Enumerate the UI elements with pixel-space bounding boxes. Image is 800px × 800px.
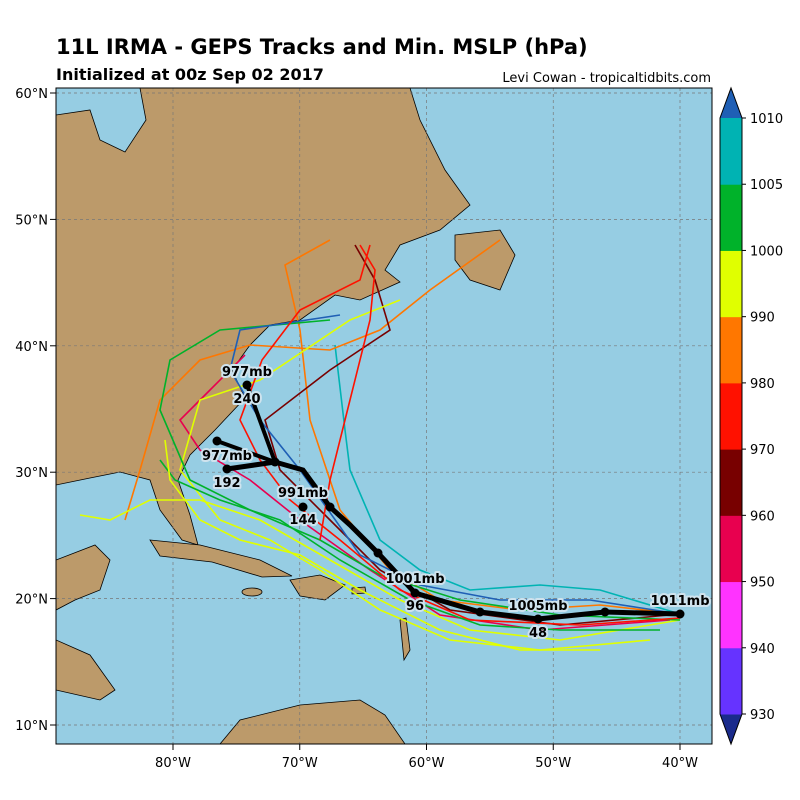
pressure-label: 991mb [278, 486, 328, 501]
track [164, 439, 600, 651]
grid [56, 88, 712, 744]
map-frame [55, 87, 713, 745]
track [124, 239, 501, 521]
colorbar-segment [720, 250, 742, 318]
colorbar-label: 960 [750, 509, 775, 524]
track-point [325, 502, 335, 512]
track-point [242, 380, 252, 390]
track-point [222, 464, 232, 474]
colorbar-segment [720, 449, 742, 516]
subtitle: Initialized at 00z Sep 02 2017 [56, 65, 324, 84]
colorbar-label: 980 [750, 377, 775, 392]
lon-label: 80°W [155, 756, 191, 771]
track [334, 344, 681, 615]
pressure-label: 1001mb [385, 572, 444, 587]
pressure-label: 1005mb [508, 599, 567, 614]
colorbar-label: 940 [750, 642, 775, 657]
pressure-label: 1011mb [650, 594, 709, 609]
track [79, 499, 681, 641]
lat-label: 10°N [15, 719, 48, 734]
track [179, 299, 651, 651]
colorbar-label: 1010 [750, 112, 783, 127]
mean-track-line [245, 384, 277, 463]
track-point [373, 548, 383, 558]
track-point [475, 607, 485, 617]
colorbar-extend [720, 714, 742, 744]
track [178, 354, 671, 631]
lon-label: 60°W [409, 756, 445, 771]
hour-label: 144 [289, 513, 316, 528]
mean-track: 1011mb 1005mb 1001mb 991mb 977mb 977mb 48 96 144… [200, 363, 712, 643]
colorbar: 930 940 950 960 970 980 990 1000 1005 1010 [719, 86, 783, 746]
colorbar-label: 950 [750, 576, 775, 591]
colorbar-label: 970 [750, 443, 775, 458]
track [239, 244, 681, 626]
lat-label: 60°N [15, 87, 48, 102]
hour-label: 240 [233, 392, 260, 407]
track [319, 244, 376, 541]
lon-label: 40°W [662, 756, 698, 771]
colorbar-segment [720, 184, 742, 251]
colorbar-segment [720, 118, 742, 185]
colorbar-label: 930 [750, 708, 775, 723]
ensemble-tracks [79, 239, 681, 651]
lat-label: 20°N [15, 593, 48, 608]
colorbar-segment [720, 515, 742, 583]
track-point [600, 607, 610, 617]
colorbar-segment [720, 647, 742, 715]
colorbar-segment [720, 382, 742, 450]
hour-label: 48 [529, 626, 547, 641]
colorbar-label: 990 [750, 311, 775, 326]
colorbar-extend [720, 88, 742, 118]
credit: Levi Cowan - tropicaltidbits.com [502, 71, 711, 86]
track [159, 459, 660, 631]
colorbar-label: 1005 [750, 178, 783, 193]
track-point [533, 614, 543, 624]
lat-label: 30°N [15, 466, 48, 481]
mean-track-line [216, 439, 276, 464]
colorbar-segment [720, 316, 742, 384]
track-point [298, 502, 308, 512]
axes: 60°N 50°N 40°N 30°N 20°N 10°N 80°W 70°W 60°W 50°W… [15, 87, 698, 771]
lon-label: 50°W [535, 756, 571, 771]
colorbar-segment [720, 581, 742, 649]
pressure-label: 977mb [222, 365, 272, 380]
map: 1011mb 1005mb 1001mb 991mb 977mb 977mb 48 96 144… [56, 88, 712, 744]
title: 11L IRMA - GEPS Tracks and Min. MSLP (hP… [56, 35, 588, 59]
lat-label: 50°N [15, 213, 48, 228]
hour-label: 96 [406, 599, 424, 614]
pressure-label: 977mb [202, 449, 252, 464]
track [229, 314, 681, 615]
lon-label: 70°W [282, 756, 318, 771]
track-point [270, 457, 280, 467]
colorbar-label: 1000 [750, 244, 783, 259]
hour-label: 192 [213, 476, 240, 491]
track-point [675, 609, 685, 619]
land [56, 88, 516, 744]
track-point [410, 588, 420, 598]
track-point [212, 436, 222, 446]
lat-label: 40°N [15, 340, 48, 355]
